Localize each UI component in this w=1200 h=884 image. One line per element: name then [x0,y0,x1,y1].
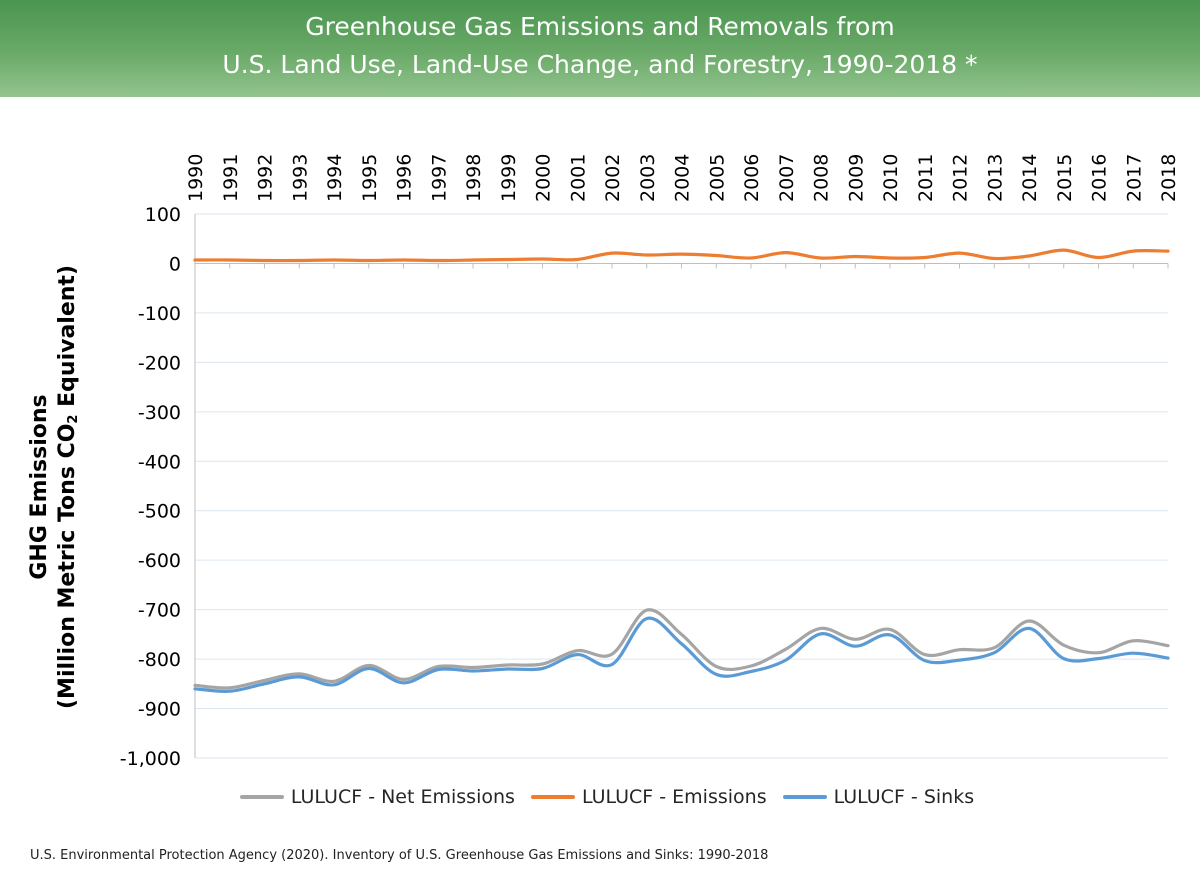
axes [194,214,1169,758]
x-tick-label: 1992 [255,154,277,202]
x-tick-label: 2000 [533,154,555,202]
y-tick-label: -200 [138,352,181,374]
x-tick-label: 2005 [706,154,728,202]
y-tick-label: -500 [138,501,181,523]
x-tick-label: 2006 [741,154,763,202]
legend-label-net-emissions: LULUCF - Net Emissions [290,786,515,808]
y-tick-label: -1,000 [120,748,181,770]
x-tick-label: 2003 [637,154,659,202]
y-tick-label: -900 [138,699,181,721]
legend-swatch-emissions [530,795,575,799]
y-tick-label: 0 [169,253,181,275]
x-tick-label: 1990 [185,154,207,202]
y-tick-label: -700 [138,600,181,622]
series-lines [193,248,1170,693]
x-tick-label: 2015 [1054,154,1076,202]
x-tick-label: 2002 [602,154,624,202]
legend-swatch-sinks [782,795,827,799]
x-tick-label: 2012 [950,154,972,202]
legend-item-emissions: LULUCF - Emissions [530,786,767,808]
x-tick-label: 1999 [498,154,520,202]
x-tick-label: 2007 [776,154,798,202]
x-tick-label: 1991 [220,154,242,202]
x-tick-label: 2017 [1123,154,1145,202]
legend-item-net-emissions: LULUCF - Net Emissions [239,786,515,808]
series-line-lulucf-net-emissions [193,608,1170,690]
x-tick-label: 2010 [880,154,902,202]
source-citation: U.S. Environmental Protection Agency (20… [30,848,769,863]
x-tick-label: 1993 [289,154,311,202]
x-tick-label: 1998 [463,154,485,202]
y-axis-label: GHG Emissions (Million Metric Tons CO2 E… [26,265,88,709]
x-tick-label: 2018 [1158,154,1180,202]
y-axis-label-line-2: (Million Metric Tons CO2 Equivalent) [55,264,81,710]
y-tick-labels: 100 0 -100 -200 -300 -400 -500 -600 -700 -800 -900… [120,204,181,770]
chart-title: Greenhouse Gas Emissions and Removals fr… [0,8,1200,84]
x-tick-label: 1994 [324,154,346,202]
x-tick-label: 2001 [567,154,589,202]
title-banner: Greenhouse Gas Emissions and Removals fr… [0,0,1200,97]
series-line-lulucf-emissions [193,248,1170,263]
x-tick-labels: 1990 1991 1992 1993 1994 1995 1996 1997 1998 1999… [185,154,1180,202]
series-line-lulucf-sinks [193,616,1170,693]
x-tick-label: 2016 [1089,154,1111,202]
grid-lines [195,213,1168,759]
legend-swatch-net-emissions [239,795,284,799]
x-tick-label: 1997 [428,154,450,202]
x-tick-label: 2013 [984,154,1006,202]
x-tick-label: 2009 [845,154,867,202]
legend-label-sinks: LULUCF - Sinks [833,786,975,808]
x-tick-label: 2004 [672,154,694,202]
chart-legend: LULUCF - Net Emissions LULUCF - Emission… [0,786,1200,808]
chart-title-line-1: Greenhouse Gas Emissions and Removals fr… [305,12,895,41]
x-tick-label: 2008 [811,154,833,202]
y-tick-label: -100 [138,303,181,325]
x-tick-label: 2011 [915,154,937,202]
legend-item-sinks: LULUCF - Sinks [782,786,975,808]
y-tick-label: -400 [138,451,181,473]
chart-title-line-2: U.S. Land Use, Land-Use Change, and Fore… [222,50,978,79]
x-tick-label: 1995 [359,154,381,202]
y-tick-label: -600 [138,550,181,572]
y-tick-label: -800 [138,649,181,671]
y-tick-label: -300 [138,402,181,424]
x-tick-label: 2014 [1019,154,1041,202]
y-axis-label-line-1: GHG Emissions [27,394,52,580]
x-tick-label: 1996 [394,154,416,202]
y-tick-label: 100 [145,204,181,226]
legend-label-emissions: LULUCF - Emissions [581,786,767,808]
